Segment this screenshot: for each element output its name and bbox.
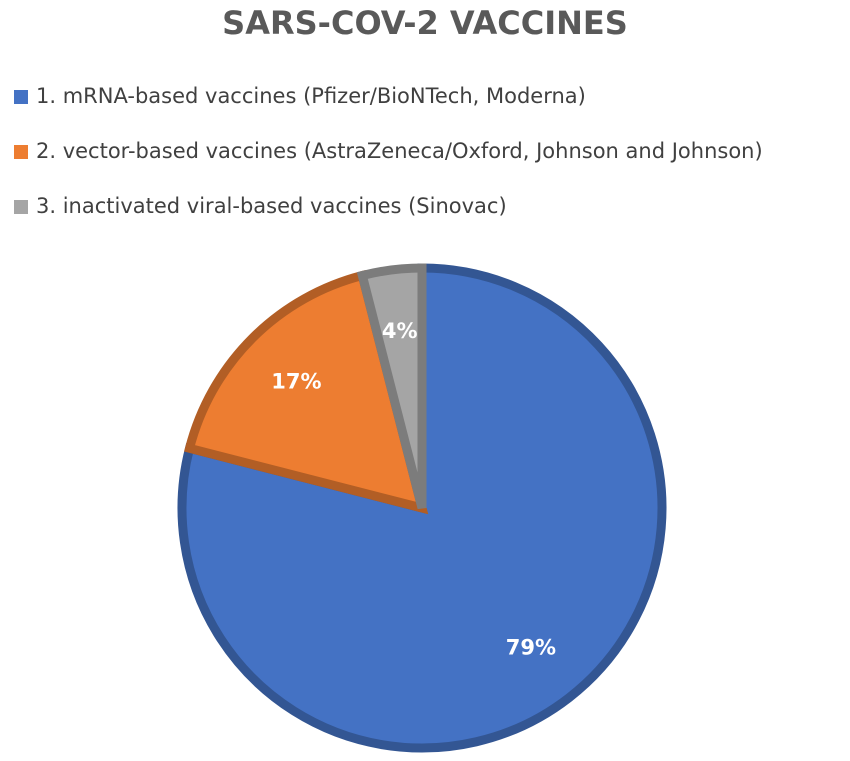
value-label: 79%: [506, 635, 556, 659]
legend-label: 3. inactivated viral-based vaccines (Sin…: [36, 194, 507, 218]
pie-slice: [184, 270, 429, 515]
legend-label: 2. vector-based vaccines (AstraZeneca/Ox…: [36, 139, 763, 163]
legend-swatch: [14, 200, 28, 214]
pie-slice: [356, 263, 427, 510]
value-label: 17%: [271, 369, 321, 393]
legend-swatch: [14, 145, 28, 159]
legend-label: 1. mRNA-based vaccines (Pfizer/BioNTech,…: [36, 84, 586, 108]
chart-title: SARS-COV-2 VACCINES: [222, 4, 628, 42]
legend-swatch: [14, 90, 28, 104]
value-label: 4%: [382, 319, 418, 343]
